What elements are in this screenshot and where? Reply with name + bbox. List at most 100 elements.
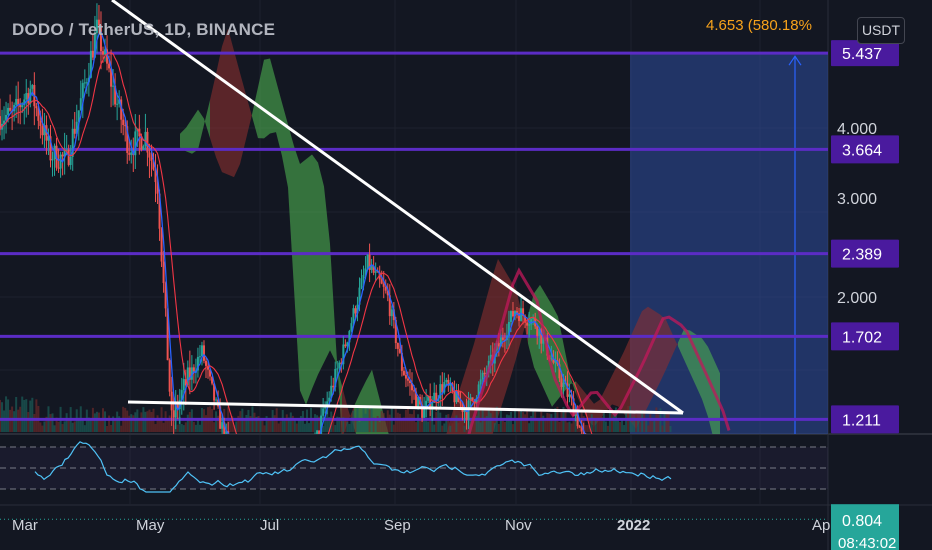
candle-body (154, 169, 157, 183)
cloud-segment (330, 243, 336, 363)
volume-bar (651, 421, 654, 432)
candle-body (358, 287, 361, 305)
resistance-trendline[interactable] (111, 0, 684, 415)
candle (170, 376, 173, 426)
candle (202, 340, 205, 364)
candle-body (580, 427, 583, 432)
volume-bar (568, 421, 571, 432)
volume-bar (1, 402, 4, 432)
currency-button[interactable]: USDT (857, 17, 905, 44)
volume-bar (314, 414, 317, 432)
candle (35, 102, 38, 117)
cloud-segment (276, 80, 282, 157)
volume-bar (612, 411, 615, 432)
volume-bar (285, 414, 288, 432)
candle (396, 342, 399, 357)
volume-bar (205, 415, 207, 432)
candle (110, 49, 113, 108)
volume-bar (63, 421, 66, 432)
time-tick-label: Ap (812, 517, 830, 534)
candle-body (344, 344, 347, 347)
volume-bar (417, 414, 420, 432)
volume-bar (384, 418, 387, 432)
volume-bar (128, 415, 131, 432)
candle-body (49, 136, 52, 161)
candle-body (566, 383, 569, 397)
candle-body (421, 404, 424, 418)
time-tick-label: Nov (505, 517, 532, 534)
candle (453, 380, 456, 407)
candle-body (455, 390, 458, 403)
candle-body (192, 367, 195, 373)
volume-bar (289, 412, 292, 432)
candle (350, 317, 353, 333)
volume-bar (489, 413, 492, 432)
candle (188, 350, 191, 395)
candle (344, 339, 347, 348)
volume-bar (231, 416, 234, 432)
candle-body (427, 396, 430, 401)
candle-body (388, 295, 391, 317)
candle (198, 345, 201, 365)
candle-body (318, 430, 321, 434)
candle-body (172, 410, 175, 418)
candle-body (342, 344, 345, 365)
candle-body (398, 348, 401, 353)
volume-bar (291, 415, 294, 432)
volume-bar (93, 413, 96, 432)
level-price-tag: 1.211 (831, 405, 899, 434)
volume-bar (132, 415, 135, 432)
candle-body (91, 50, 94, 58)
candle (43, 112, 46, 149)
volume-bar (245, 415, 248, 432)
cloud-segment (654, 310, 660, 395)
volume-bar (592, 425, 595, 432)
volume-bar (164, 411, 167, 432)
candle-body (160, 228, 163, 262)
volume-bar (194, 424, 197, 432)
volume-bar (166, 419, 169, 432)
volume-bar (477, 409, 480, 432)
cloud-segment (252, 87, 258, 139)
candle (160, 227, 163, 268)
support-trendline[interactable] (127, 400, 684, 415)
candle (120, 96, 123, 134)
level-price-tag-text: 1.211 (842, 412, 881, 429)
candle (0, 98, 1, 136)
volume-bar (344, 418, 347, 432)
candle (59, 151, 62, 178)
volume-bar (518, 410, 521, 432)
candle (63, 132, 66, 175)
level-price-tag-bg (831, 405, 899, 434)
candle (463, 408, 466, 424)
volume-bar (342, 417, 345, 432)
candle (3, 106, 6, 140)
volume-bar (297, 417, 300, 432)
volume-bar (423, 412, 426, 432)
candle-body (202, 345, 205, 361)
volume-bar (334, 425, 337, 432)
volume-bar (312, 417, 315, 432)
candle (154, 154, 157, 203)
volume-bar (332, 416, 335, 432)
candle-body (463, 410, 466, 412)
candle-body (328, 397, 331, 402)
candle (114, 73, 117, 108)
candle-body (223, 422, 226, 434)
candle-body (182, 379, 185, 391)
candle (200, 341, 203, 366)
volume-bar (645, 417, 648, 432)
volume-bar (148, 409, 151, 432)
candle-body (514, 311, 516, 317)
level-price-tag-text: 1.702 (842, 329, 882, 346)
volume-bar (516, 418, 519, 432)
candle (209, 368, 212, 381)
price-tick-label: 3.000 (837, 191, 877, 208)
volume-bar (126, 410, 129, 432)
volume-bar (283, 420, 286, 432)
candle-body (19, 104, 22, 108)
volume-bar (447, 414, 450, 432)
level-price-tag: 1.702 (831, 322, 899, 351)
volume-bar (182, 425, 185, 432)
